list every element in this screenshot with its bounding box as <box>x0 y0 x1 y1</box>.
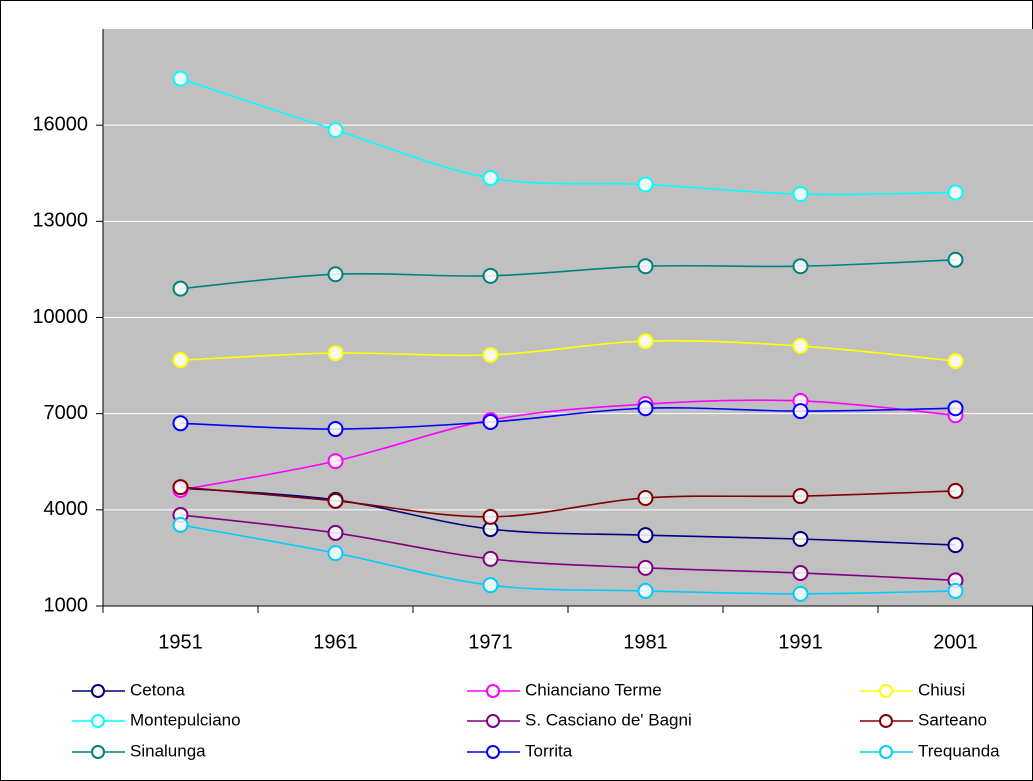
legend-label: Chiusi <box>918 680 965 699</box>
legend-label: Cetona <box>130 680 185 699</box>
data-point <box>482 550 499 567</box>
data-point <box>327 453 344 470</box>
data-point <box>482 170 499 187</box>
data-point <box>947 537 964 554</box>
series-line <box>180 399 956 491</box>
series-line <box>180 514 956 582</box>
legend-label: Montepulciano <box>130 710 241 729</box>
data-point <box>947 582 964 599</box>
legend-marker <box>91 745 105 759</box>
x-tick-label: 2001 <box>933 631 978 653</box>
data-point <box>637 559 654 576</box>
data-point <box>172 516 189 533</box>
data-point <box>327 121 344 138</box>
data-point <box>482 267 499 284</box>
series-line <box>180 77 956 196</box>
legend-label: Trequanda <box>918 741 1000 760</box>
series-line <box>180 524 956 595</box>
data-point <box>792 338 809 355</box>
data-point <box>637 527 654 544</box>
data-point <box>327 421 344 438</box>
data-point <box>637 489 654 506</box>
data-point <box>482 347 499 364</box>
data-point <box>792 488 809 505</box>
data-point <box>637 258 654 275</box>
x-tick-label: 1961 <box>313 631 358 653</box>
series-line <box>180 340 956 362</box>
data-point <box>947 184 964 201</box>
data-point <box>792 258 809 275</box>
x-tick-label: 1951 <box>158 631 203 653</box>
series-line <box>180 487 956 546</box>
y-tick-label: 10000 <box>32 306 88 328</box>
legend-marker <box>486 714 500 728</box>
legend-marker <box>486 684 500 698</box>
x-tick-label: 1971 <box>468 631 513 653</box>
y-tick-label: 1000 <box>44 594 89 616</box>
data-point <box>172 352 189 369</box>
series-line <box>180 259 956 290</box>
data-point <box>792 564 809 581</box>
data-point <box>792 403 809 420</box>
data-point <box>637 176 654 193</box>
legend-label: Sarteano <box>918 710 987 729</box>
data-point <box>482 577 499 594</box>
legend-marker <box>879 684 893 698</box>
data-point <box>947 353 964 370</box>
y-tick-label: 13000 <box>32 210 88 232</box>
data-point <box>637 333 654 350</box>
y-tick-label: 16000 <box>32 113 88 135</box>
data-point <box>172 280 189 297</box>
data-point <box>947 400 964 417</box>
data-point <box>637 582 654 599</box>
data-point <box>172 479 189 496</box>
data-point <box>637 400 654 417</box>
data-point <box>327 545 344 562</box>
series-line <box>180 486 956 518</box>
series-line <box>180 407 956 430</box>
x-tick-label: 1991 <box>778 631 823 653</box>
legend-label: S. Casciano de' Bagni <box>525 710 692 729</box>
data-point <box>327 345 344 362</box>
data-point <box>792 585 809 602</box>
legend-label: Torrita <box>525 741 573 760</box>
legend-label: Chianciano Terme <box>525 680 662 699</box>
legend-marker <box>879 714 893 728</box>
data-point <box>482 414 499 431</box>
data-point <box>792 531 809 548</box>
data-point <box>947 251 964 268</box>
data-point <box>172 70 189 87</box>
x-tick-label: 1981 <box>623 631 668 653</box>
legend-marker <box>486 745 500 759</box>
data-point <box>947 482 964 499</box>
data-point <box>172 415 189 432</box>
data-point <box>792 186 809 203</box>
legend-marker <box>879 745 893 759</box>
y-tick-label: 7000 <box>44 402 89 424</box>
data-point <box>327 266 344 283</box>
data-point <box>327 524 344 541</box>
data-point <box>327 492 344 509</box>
y-tick-label: 4000 <box>44 498 89 520</box>
legend-label: Sinalunga <box>130 741 206 760</box>
legend-marker <box>91 714 105 728</box>
data-point <box>482 508 499 525</box>
legend-marker <box>91 684 105 698</box>
